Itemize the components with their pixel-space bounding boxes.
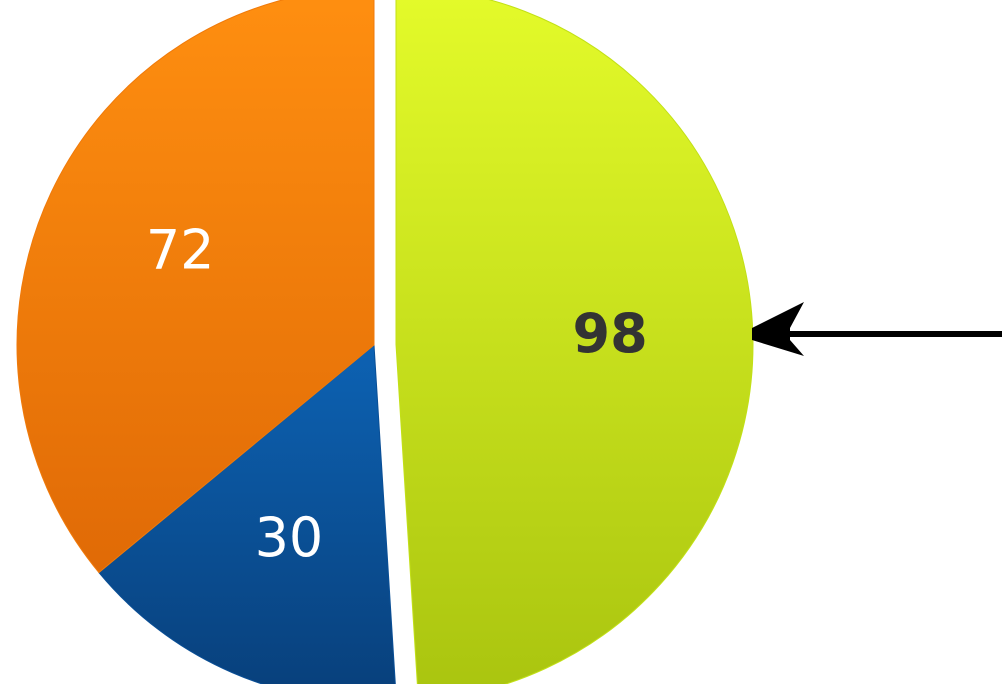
arrow-head <box>752 302 804 356</box>
pie-label-30: 30 <box>255 506 324 569</box>
pointer-arrow <box>752 302 1002 356</box>
pie-slices <box>16 0 754 684</box>
pie-label-72: 72 <box>146 218 215 281</box>
pie-labels: 98 30 72 <box>146 218 648 569</box>
pie-label-98: 98 <box>573 302 648 365</box>
pie-slice-30 <box>98 343 396 684</box>
pie-slice-72 <box>16 0 375 574</box>
